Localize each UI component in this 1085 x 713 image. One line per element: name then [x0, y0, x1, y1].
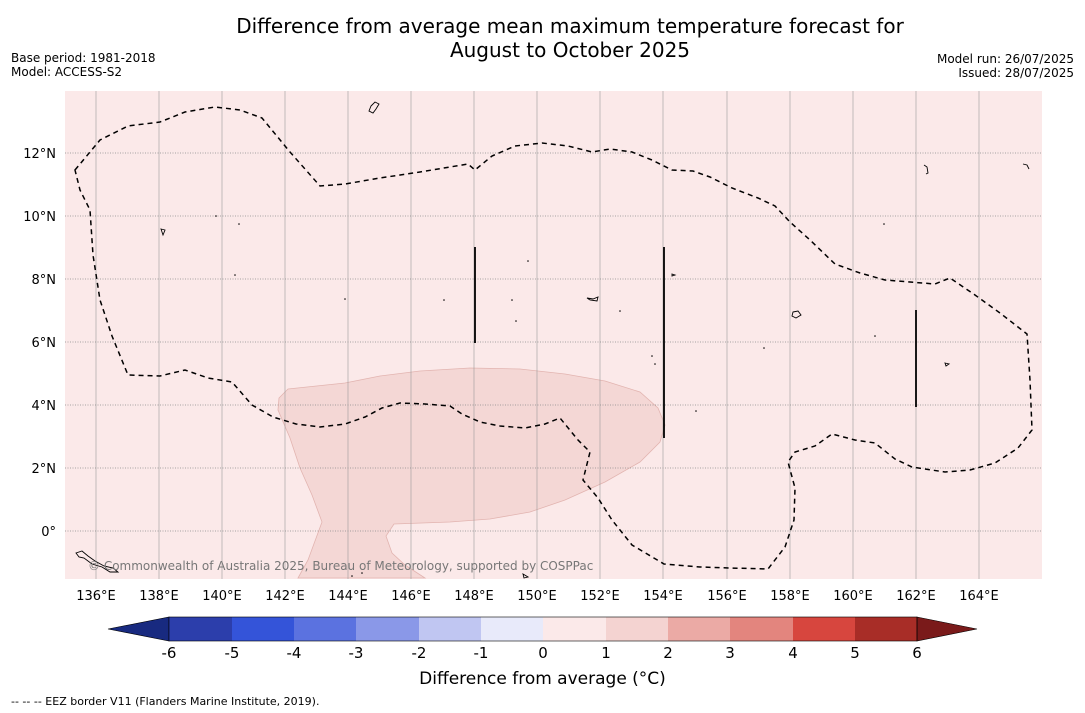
- lat-tick-label: 4°N: [32, 399, 57, 414]
- colorbar-tick: 1: [601, 644, 611, 662]
- colorbar-outline: [168, 616, 918, 642]
- colorbar-segment: [606, 617, 668, 641]
- colorbar-segment: [169, 617, 232, 641]
- lon-tick-label: 140°E: [202, 589, 242, 604]
- colorbar-segment: [419, 617, 481, 641]
- colorbar-segment: [793, 617, 855, 641]
- eez-legend-text: -- -- -- EEZ border V11 (Flanders Marine…: [11, 695, 320, 708]
- colorbar-tick: -6: [162, 644, 177, 662]
- boundary-lines: [474, 247, 917, 438]
- title-line-2: August to October 2025: [449, 38, 691, 62]
- lon-tick-label: 162°E: [896, 589, 936, 604]
- lon-tick-label: 146°E: [391, 589, 431, 604]
- colorbar-tick: -1: [474, 644, 489, 662]
- lon-tick-label: 154°E: [643, 589, 683, 604]
- lat-tick-label: 0°: [41, 525, 56, 540]
- longitude-gridlines: [95, 91, 980, 579]
- colorbar-tick: -4: [287, 644, 302, 662]
- map-background: [65, 91, 1042, 579]
- colorbar-segment: [668, 617, 730, 641]
- lon-tick-label: 144°E: [328, 589, 368, 604]
- colorbar-segment: [294, 617, 356, 641]
- islands: [75, 101, 1030, 579]
- colorbar-segment: [730, 617, 793, 641]
- lon-tick-label: 150°E: [517, 589, 557, 604]
- colorbar-tick: 5: [850, 644, 860, 662]
- lat-tick-label: 10°N: [23, 210, 56, 225]
- lon-tick-label: 160°E: [833, 589, 873, 604]
- island-dots: [215, 215, 885, 577]
- lat-tick-label: 2°N: [32, 462, 57, 477]
- colorbar-segment: [481, 617, 543, 641]
- lat-tick-label: 6°N: [32, 336, 57, 351]
- title-line-1: Difference from average mean maximum tem…: [236, 14, 904, 38]
- lon-tick-label: 142°E: [265, 589, 305, 604]
- colorbar-segment: [356, 617, 419, 641]
- model-text: Model: ACCESS-S2: [11, 65, 123, 79]
- meta-right: Model run: 26/07/2025 Issued: 28/07/2025: [937, 52, 1074, 80]
- colorbar-tick: -5: [225, 644, 240, 662]
- colorbar-segment: [855, 617, 917, 641]
- anomaly-region: [277, 367, 666, 579]
- colorbar-low-extension: [107, 616, 170, 642]
- lon-tick-label: 136°E: [76, 589, 116, 604]
- colorbar: [107, 616, 978, 642]
- copyright-credit: © Commonwealth of Australia 2025, Bureau…: [88, 559, 593, 573]
- lon-tick-label: 152°E: [580, 589, 620, 604]
- meta-left: Base period: 1981-2018 Model: ACCESS-S2: [11, 51, 156, 79]
- lon-tick-label: 138°E: [139, 589, 179, 604]
- base-period-text: Base period: 1981-2018: [11, 51, 156, 65]
- longitude-labels: 136°E 138°E 140°E 142°E 144°E 146°E 148°…: [76, 589, 999, 604]
- lat-tick-label: 8°N: [32, 273, 57, 288]
- lon-tick-label: 148°E: [454, 589, 494, 604]
- colorbar-tick: -3: [349, 644, 364, 662]
- lon-tick-label: 164°E: [959, 589, 999, 604]
- colorbar-tick-labels: -6 -5 -4 -3 -2 -1 0 1 2 3 4 5 6: [162, 644, 922, 662]
- issued-text: Issued: 28/07/2025: [958, 66, 1074, 80]
- model-run-text: Model run: 26/07/2025: [936, 52, 1074, 66]
- colorbar-tick: -2: [412, 644, 427, 662]
- colorbar-tick: 4: [788, 644, 798, 662]
- colorbar-tick: 6: [912, 644, 922, 662]
- latitude-labels: 12°N 10°N 8°N 6°N 4°N 2°N 0°: [23, 147, 56, 540]
- colorbar-tick: 0: [538, 644, 548, 662]
- colorbar-segment: [232, 617, 294, 641]
- map-title: Difference from average mean maximum tem…: [200, 14, 940, 62]
- colorbar-tick: 2: [663, 644, 673, 662]
- eez-border: [74, 106, 1033, 570]
- colorbar-tick: 3: [725, 644, 735, 662]
- latitude-gridlines: [65, 152, 1042, 532]
- lat-tick-label: 12°N: [23, 147, 56, 162]
- colorbar-high-extension: [916, 616, 978, 642]
- colorbar-segment: [543, 617, 606, 641]
- colorbar-label: Difference from average (°C): [419, 669, 666, 689]
- lon-tick-label: 158°E: [770, 589, 810, 604]
- lon-tick-label: 156°E: [707, 589, 747, 604]
